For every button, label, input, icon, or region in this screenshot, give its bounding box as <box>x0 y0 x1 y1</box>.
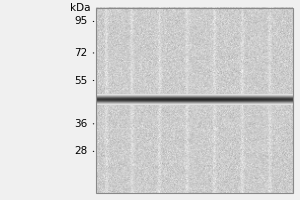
Text: 55: 55 <box>74 76 88 86</box>
Text: 28: 28 <box>74 146 88 156</box>
Text: 36: 36 <box>74 119 88 129</box>
Text: kDa: kDa <box>70 3 91 13</box>
Text: 72: 72 <box>74 48 88 58</box>
Text: 95: 95 <box>74 16 88 26</box>
